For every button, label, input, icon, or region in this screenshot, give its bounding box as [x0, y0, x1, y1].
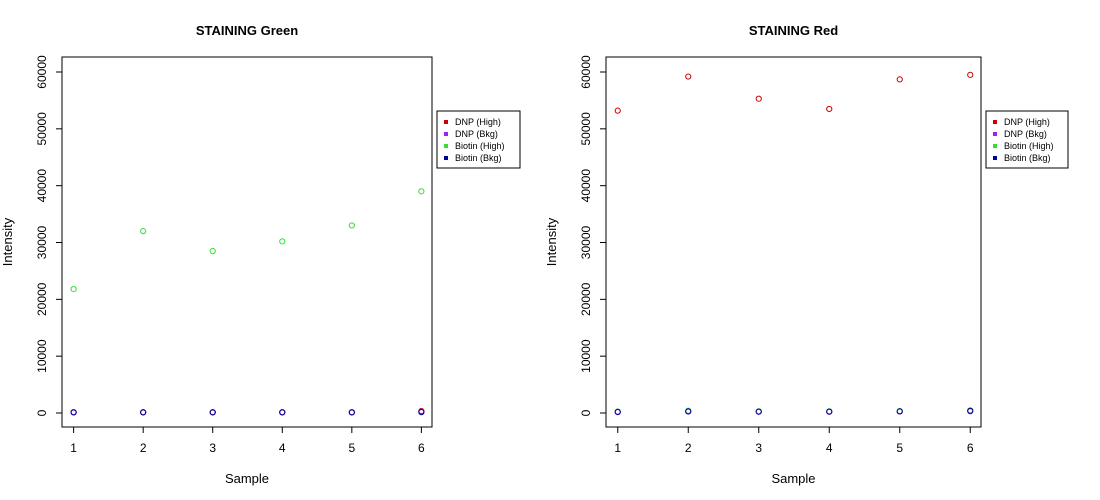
- x-tick-label: 2: [140, 441, 147, 455]
- data-point: [279, 238, 286, 245]
- y-tick-label: 20000: [579, 282, 593, 316]
- legend-label: DNP (Bkg): [455, 129, 498, 139]
- data-point: [70, 286, 77, 293]
- data-point: [140, 409, 147, 416]
- legend-label: Biotin (Bkg): [455, 153, 502, 163]
- legend-box: [436, 110, 521, 169]
- legend-swatch: [444, 120, 448, 124]
- x-tick-label: 3: [209, 441, 216, 455]
- x-axis-title: Sample: [225, 471, 269, 486]
- chart-panel-1: STAINING Green 1 2 3 4 5 6 0 10000 20000 30000 4000…: [0, 23, 521, 486]
- data-point: [348, 222, 355, 229]
- series-biotin-bkg: [70, 409, 425, 416]
- x-axis-title: Sample: [771, 471, 815, 486]
- y-tick-label: 0: [35, 409, 49, 416]
- legend-label: DNP (High): [1004, 117, 1050, 127]
- y-tick-label: 50000: [35, 112, 49, 146]
- legend-label: Biotin (Bkg): [1004, 153, 1051, 163]
- x-tick-label: 1: [614, 441, 621, 455]
- data-point: [967, 407, 974, 414]
- x-tick-label: 5: [348, 441, 355, 455]
- x-tick-label: 3: [755, 441, 762, 455]
- series-biotin-high: [70, 188, 425, 293]
- y-tick-label: 20000: [35, 282, 49, 316]
- legend: DNP (High) DNP (Bkg) Biotin (High) Biotin (…: [985, 110, 1069, 169]
- y-tick-label: 30000: [579, 225, 593, 259]
- legend-swatch: [993, 156, 997, 160]
- y-axis-title: Intensity: [544, 217, 559, 266]
- x-tick-label: 6: [967, 441, 974, 455]
- data-point: [140, 228, 147, 235]
- legend-label: Biotin (High): [455, 141, 505, 151]
- series-dnp-bkg: [614, 408, 974, 416]
- legend-swatch: [993, 132, 997, 136]
- data-point: [826, 408, 833, 415]
- data-point: [418, 188, 425, 195]
- legend: DNP (High) DNP (Bkg) Biotin (High) Biotin (…: [436, 110, 521, 169]
- y-tick-label: 60000: [35, 55, 49, 89]
- x-tick-label: 5: [896, 441, 903, 455]
- series-biotin-high: [614, 407, 974, 415]
- legend-swatch: [993, 120, 997, 124]
- x-tick-label: 2: [685, 441, 692, 455]
- data-point: [685, 73, 692, 80]
- legend-label: DNP (High): [455, 117, 501, 127]
- data-point: [348, 409, 355, 416]
- legend-swatch: [444, 132, 448, 136]
- data-point: [685, 408, 692, 415]
- series-dnp-high: [70, 407, 425, 416]
- legend-label: DNP (Bkg): [1004, 129, 1047, 139]
- plot-frame: [61, 56, 433, 428]
- data-point: [209, 247, 216, 255]
- y-tick-label: 40000: [35, 169, 49, 203]
- x-tick-label: 1: [70, 441, 77, 455]
- data-point: [614, 408, 621, 415]
- data-point: [279, 409, 286, 416]
- x-tick-label: 4: [826, 441, 833, 455]
- y-axis-title: Intensity: [0, 217, 15, 266]
- y-tick-label: 60000: [579, 55, 593, 89]
- data-point: [614, 107, 621, 114]
- series-dnp-bkg: [70, 408, 425, 416]
- data-point: [70, 409, 77, 416]
- data-point: [755, 408, 762, 415]
- y-tick-label: 40000: [579, 169, 593, 203]
- chart-title: STAINING Green: [196, 23, 298, 38]
- y-tick-label: 0: [579, 409, 593, 416]
- plot-frame: [605, 56, 982, 428]
- data-point: [896, 76, 903, 83]
- x-tick-label: 6: [418, 441, 425, 455]
- series-dnp-high: [614, 71, 974, 114]
- data-point: [896, 408, 903, 415]
- legend-swatch: [444, 156, 448, 160]
- legend-label: Biotin (High): [1004, 141, 1054, 151]
- y-tick-label: 10000: [35, 339, 49, 373]
- legend-swatch: [993, 144, 997, 148]
- series-biotin-bkg: [614, 407, 974, 415]
- legend-box: [985, 110, 1069, 169]
- y-tick-label: 50000: [579, 112, 593, 146]
- y-tick-label: 10000: [579, 339, 593, 373]
- chart-panel-2: STAINING Red 1 2 3 4 5 6 0 10000 20000 30000 40000 5…: [544, 23, 1069, 486]
- data-point: [826, 105, 833, 113]
- legend-swatch: [444, 144, 448, 148]
- data-point: [209, 409, 216, 416]
- data-point: [418, 409, 425, 416]
- x-tick-label: 4: [279, 441, 286, 455]
- chart-title: STAINING Red: [749, 23, 838, 38]
- data-point: [967, 71, 974, 78]
- y-tick-label: 30000: [35, 225, 49, 259]
- data-point: [755, 95, 762, 102]
